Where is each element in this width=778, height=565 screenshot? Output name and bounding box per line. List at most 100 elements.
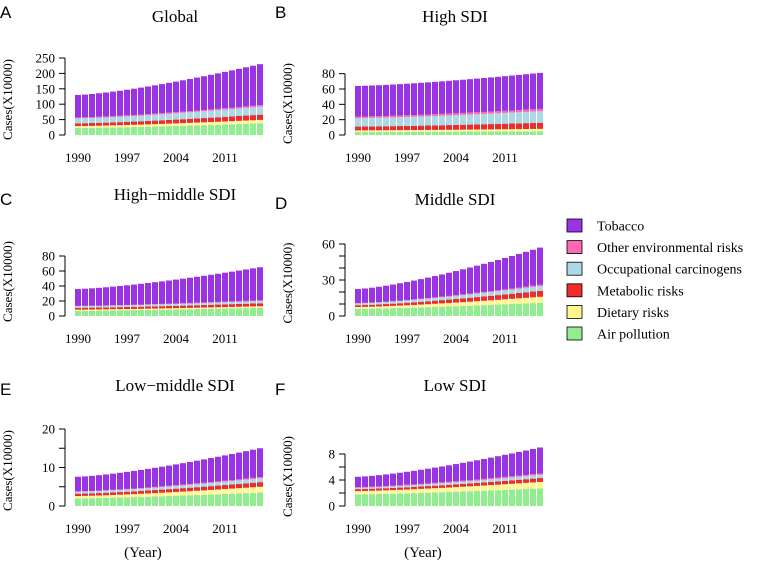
panel-d-bar-1998-other-environmental-risks <box>411 299 417 300</box>
panel-c-bar-2006-other-environmental-risks <box>187 302 193 304</box>
panel-a-x-tick-label-2011: 2011 <box>212 150 238 165</box>
panel-c-bar-2003-metabolic-risks <box>166 305 172 309</box>
panel-a-bar-2012-metabolic-risks <box>229 116 235 122</box>
panel-e-bar-2016-metabolic-risks <box>257 482 263 487</box>
panel-a-bar-2013-tobacco <box>236 68 242 108</box>
panel-c-bar-2008-occupational-carcinogens <box>201 303 207 306</box>
panel-a-bar-1997-metabolic-risks <box>124 121 130 126</box>
panel-d-bar-2002-metabolic-risks <box>439 300 445 304</box>
panel-c-bar-2008-dietary-risks <box>201 307 207 309</box>
panel-c-y-tick-label-20: 20 <box>42 294 55 309</box>
panel-b-bar-2012-other-environmental-risks <box>509 110 515 113</box>
panel-c-bar-2007-other-environmental-risks <box>194 302 200 304</box>
panel-e-bar-1995-metabolic-risks <box>110 492 116 495</box>
panel-c-bar-2001-tobacco <box>152 282 158 305</box>
panel-b-bar-1995-occupational-carcinogens <box>390 117 396 127</box>
panel-c-bar-2006-dietary-risks <box>187 307 193 310</box>
panel-a-bar-2003-dietary-risks <box>166 123 172 127</box>
panel-f-bar-1997-other-environmental-risks <box>404 484 410 486</box>
panel-a-bar-1992-dietary-risks <box>89 125 95 128</box>
panel-b-bar-2009-air-pollution <box>488 131 494 135</box>
panel-d-bar-2006-tobacco <box>467 267 473 294</box>
panel-d-bar-1995-metabolic-risks <box>390 303 396 306</box>
panel-d-bar-2008-air-pollution <box>481 305 487 316</box>
panel-f-bar-2015-air-pollution <box>530 488 536 506</box>
panel-e-bar-2009-metabolic-risks <box>208 486 214 490</box>
panel-d-bar-2014-air-pollution <box>523 303 529 316</box>
panel-f-y-tick-label-0: 0 <box>329 499 336 514</box>
panel-a-x-tick-label-1997: 1997 <box>114 150 141 165</box>
panel-e-x-tick-label-2004: 2004 <box>163 521 190 536</box>
panel-d-bar-2001-other-environmental-risks <box>432 297 438 298</box>
panel-b-bar-1999-dietary-risks <box>418 130 424 132</box>
panel-a-bar-2009-other-environmental-risks <box>208 109 214 111</box>
panel-e-bar-2014-dietary-risks <box>243 487 249 494</box>
panel-c-bar-2015-occupational-carcinogens <box>250 301 256 304</box>
panel-c-bar-2001-dietary-risks <box>152 308 158 310</box>
panel-b-bar-1997-metabolic-risks <box>404 125 410 131</box>
panel-d-bar-2012-other-environmental-risks <box>509 288 515 290</box>
panel-f-bar-2016-occupational-carcinogens <box>537 474 543 479</box>
panel-a-bar-1997-dietary-risks <box>124 125 130 128</box>
panel-f-bar-2006-tobacco <box>467 461 473 481</box>
panel-e-bar-2014-tobacco <box>243 451 249 479</box>
panel-d-bar-2004-other-environmental-risks <box>453 295 459 296</box>
panel-b-bar-2004-occupational-carcinogens <box>453 115 459 125</box>
panel-e-bar-2012-occupational-carcinogens <box>229 481 235 485</box>
panel-b-bar-2015-air-pollution <box>530 131 536 135</box>
panel-b-bar-1997-other-environmental-risks <box>404 115 410 117</box>
panel-d-bar-1992-tobacco <box>369 287 375 303</box>
panel-b-bar-2001-tobacco <box>432 81 438 115</box>
panel-e-bar-2005-occupational-carcinogens <box>180 485 186 489</box>
panel-b-bar-2015-dietary-risks <box>530 128 536 132</box>
panel-d-bar-1990-tobacco <box>355 289 361 304</box>
panel-d-bar-2002-tobacco <box>439 274 445 297</box>
panel-d-bar-1996-tobacco <box>397 283 403 301</box>
panel-c-bar-2004-other-environmental-risks <box>173 303 179 304</box>
panel-f-bar-1992-occupational-carcinogens <box>369 487 375 489</box>
panel-f-bar-1993-occupational-carcinogens <box>376 487 382 489</box>
panel-c-bar-1996-air-pollution <box>117 310 123 316</box>
panel-a-bar-2005-metabolic-risks <box>180 119 186 124</box>
panel-b-bar-1992-occupational-carcinogens <box>369 117 375 127</box>
panel-f-bar-1999-metabolic-risks <box>418 486 424 489</box>
panel-e-bar-2000-air-pollution <box>145 496 151 506</box>
panel-b-bar-2008-occupational-carcinogens <box>481 113 487 125</box>
panel-c-bar-2016-metabolic-risks <box>257 303 263 307</box>
panel-b-bar-1995-air-pollution <box>390 131 396 135</box>
panel-e-bar-2007-tobacco <box>194 460 200 484</box>
panel-b-bar-2016-occupational-carcinogens <box>537 111 543 123</box>
panel-c-bar-2006-occupational-carcinogens <box>187 303 193 306</box>
panel-e-bar-2009-occupational-carcinogens <box>208 482 214 487</box>
panel-e-bar-2003-dietary-risks <box>166 492 172 497</box>
panel-f-bar-1997-tobacco <box>404 471 410 485</box>
panel-f-bar-1992-tobacco <box>369 475 375 487</box>
panel-e-bar-1999-other-environmental-risks <box>138 487 144 489</box>
panel-d-bar-2016-air-pollution <box>537 302 543 316</box>
panel-b-bar-1994-other-environmental-risks <box>383 115 389 118</box>
panel-e-bar-1998-metabolic-risks <box>131 491 137 495</box>
panel-c-bar-2010-air-pollution <box>215 308 221 316</box>
panel-e-bar-2012-tobacco <box>229 454 235 480</box>
panel-e-bar-2011-occupational-carcinogens <box>222 481 228 486</box>
panel-e-bar-2002-other-environmental-risks <box>159 486 165 488</box>
panel-a-bar-2013-air-pollution <box>236 124 242 135</box>
panel-c-bar-2003-other-environmental-risks <box>166 303 172 305</box>
panel-e-bar-1999-air-pollution <box>138 496 144 506</box>
panel-c-bar-2005-metabolic-risks <box>180 305 186 309</box>
panel-e-bar-1996-metabolic-risks <box>117 492 123 495</box>
panel-b-bar-2016-tobacco <box>537 72 543 109</box>
panel-b-bar-1996-tobacco <box>397 84 403 116</box>
panel-e-bar-2005-air-pollution <box>180 495 186 506</box>
panel-c-bar-1994-air-pollution <box>103 310 109 316</box>
panel-a-bar-2007-metabolic-risks <box>194 118 200 123</box>
panel-c-bar-2004-tobacco <box>173 279 179 304</box>
panel-c-bar-2015-metabolic-risks <box>250 303 256 307</box>
panel-b-bar-2014-air-pollution <box>523 131 529 135</box>
panel-c-bar-2013-occupational-carcinogens <box>236 301 242 304</box>
panel-f-bar-2013-dietary-risks <box>516 483 522 490</box>
panel-d-bar-2015-occupational-carcinogens <box>530 286 536 292</box>
panel-b-bar-1990-metabolic-risks <box>355 126 361 131</box>
panel-a-bar-1997-tobacco <box>124 89 130 116</box>
panel-c-bar-2004-occupational-carcinogens <box>173 303 179 306</box>
